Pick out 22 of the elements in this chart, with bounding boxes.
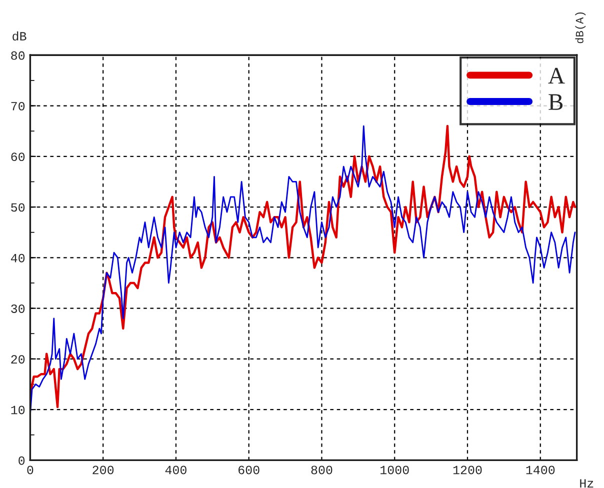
y-tick-label: 70 <box>11 102 25 110</box>
y-tick-label: 10 <box>11 406 25 414</box>
y-tick-label: 20 <box>11 355 25 364</box>
legend-label: B <box>548 94 563 110</box>
y-tick-label: 40 <box>10 254 25 262</box>
x-axis-title: Hz <box>580 479 594 488</box>
x-tick-label: 600 <box>238 466 260 474</box>
y-tick-label: 30 <box>11 304 25 313</box>
y-tick-label: 0 <box>18 456 25 465</box>
y-tick-label: 50 <box>11 203 25 212</box>
x-tick-label: 200 <box>92 466 114 474</box>
x-tick-label: 800 <box>311 466 332 474</box>
x-tick-label: 1400 <box>526 466 555 474</box>
x-tick-label: 1200 <box>453 466 482 474</box>
x-tick-label: 400 <box>165 466 186 474</box>
x-tick-label: 0 <box>27 466 34 474</box>
y2-axis-title: dB(A) <box>575 12 586 44</box>
legend-label: A <box>548 68 565 84</box>
y-tick-label: 60 <box>11 152 25 162</box>
y-tick-label: 80 <box>11 51 25 60</box>
x-tick-label: 1000 <box>380 466 409 474</box>
y-axis-title: dB <box>12 31 26 41</box>
